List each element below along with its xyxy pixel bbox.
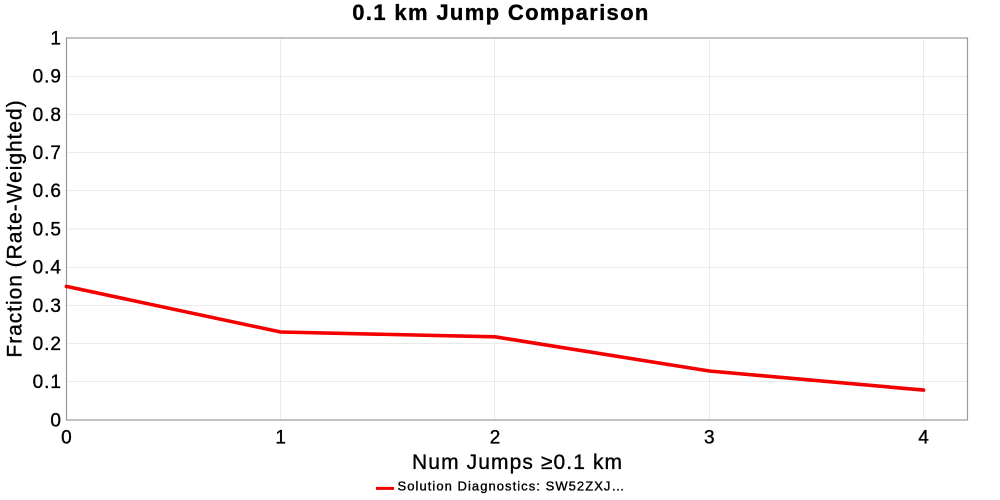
svg-text:2: 2: [490, 428, 501, 449]
svg-text:Fraction (Rate-Weighted): Fraction (Rate-Weighted): [4, 99, 27, 357]
svg-text:0.8: 0.8: [33, 105, 62, 126]
svg-text:0.2: 0.2: [33, 334, 62, 355]
svg-text:1: 1: [275, 428, 286, 449]
svg-text:3: 3: [704, 428, 715, 449]
svg-text:0.6: 0.6: [33, 181, 62, 202]
svg-text:0.7: 0.7: [33, 143, 62, 164]
svg-text:0: 0: [61, 428, 72, 449]
svg-text:0.5: 0.5: [33, 219, 62, 240]
svg-text:0.1: 0.1: [33, 372, 62, 393]
svg-text:0.3: 0.3: [33, 296, 62, 317]
svg-text:0.4: 0.4: [33, 258, 62, 279]
svg-text:0.1 km Jump Comparison: 0.1 km Jump Comparison: [352, 0, 649, 25]
svg-text:4: 4: [918, 428, 929, 449]
svg-text:0.9: 0.9: [33, 67, 62, 88]
svg-text:1: 1: [50, 28, 62, 49]
svg-text:Solution Diagnostics: SW52ZXJ…: Solution Diagnostics: SW52ZXJ…: [398, 479, 626, 494]
svg-text:0: 0: [50, 410, 62, 431]
svg-text:Num Jumps ≥0.1 km: Num Jumps ≥0.1 km: [412, 451, 623, 474]
